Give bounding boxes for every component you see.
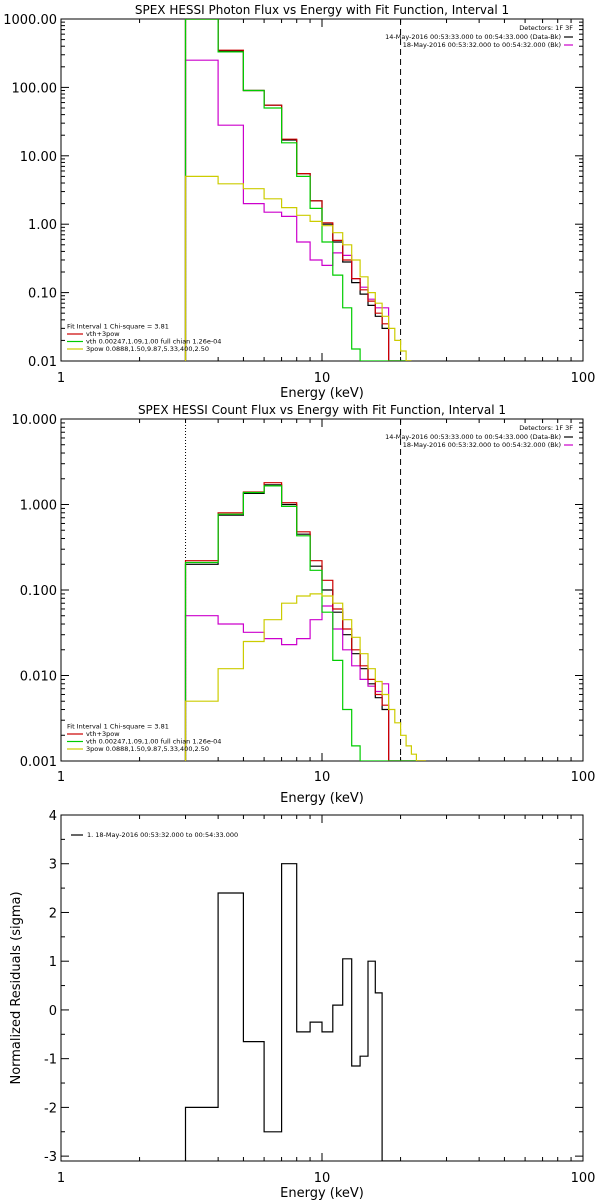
x-axis-label: Energy (keV) bbox=[280, 791, 364, 806]
legend-entry: vth+3pow bbox=[86, 330, 120, 338]
legend-detectors: Detectors: 1F 3F bbox=[519, 424, 573, 432]
y-tick-label: -3 bbox=[44, 1150, 57, 1165]
x-tick-label: 10 bbox=[314, 770, 331, 785]
chart-panel-2: SPEX HESSI Count Flux vs Energy with Fit… bbox=[12, 403, 596, 806]
series-group bbox=[184, 482, 426, 761]
x-tick-label: 1 bbox=[57, 770, 65, 785]
series-line-3 bbox=[184, 19, 412, 361]
plot-frame bbox=[60, 18, 584, 362]
series-group bbox=[184, 19, 412, 361]
legend-entry: 3pow 0.0888,1.50,9.87,5.33,400,2.50 bbox=[86, 345, 209, 353]
plot-frame bbox=[60, 814, 584, 1162]
y-tick-label: 10.00 bbox=[20, 150, 57, 165]
y-axis-label: Normalized Residuals (sigma) bbox=[9, 891, 24, 1084]
chart-panel-1: SPEX HESSI Photon Flux vs Energy with Fi… bbox=[3, 3, 595, 401]
chart-title: SPEX HESSI Photon Flux vs Energy with Fi… bbox=[135, 3, 509, 17]
x-axis-label: Energy (keV) bbox=[280, 386, 364, 401]
x-tick-label: 1 bbox=[57, 1171, 65, 1186]
x-tick-label: 100 bbox=[571, 371, 596, 386]
legend-entry: 14-May-2016 00:53:33.000 to 00:54:33.000… bbox=[385, 433, 561, 441]
legend-entry: vth 0.00247,1.09,1.00 full chian 1.26e-0… bbox=[86, 738, 221, 746]
legend-entry: 14-May-2016 00:53:33.000 to 00:54:33.000… bbox=[385, 33, 561, 41]
y-tick-label: 0.010 bbox=[20, 670, 57, 685]
x-tick-label: 100 bbox=[571, 770, 596, 785]
series-line-2 bbox=[184, 605, 426, 761]
series-line-2 bbox=[184, 59, 412, 361]
y-tick-label: 1.00 bbox=[28, 218, 57, 233]
y-tick-label: 1.000 bbox=[20, 499, 57, 514]
series-line-1 bbox=[184, 19, 412, 361]
legend-detectors: Detectors: 1F 3F bbox=[519, 24, 573, 32]
y-tick-label: 10.000 bbox=[12, 413, 58, 428]
chart-title: SPEX HESSI Count Flux vs Energy with Fit… bbox=[138, 403, 506, 417]
legend-entry: vth+3pow bbox=[86, 730, 120, 738]
legend-entry: 3pow 0.0888,1.50,9.87,5.33,400,2.50 bbox=[86, 745, 209, 753]
series-line-4 bbox=[184, 19, 412, 361]
y-tick-label: 4 bbox=[49, 809, 57, 824]
y-tick-label: 0.10 bbox=[28, 287, 57, 302]
y-tick-label: 100.00 bbox=[12, 81, 58, 96]
legend-entry: vth 0.00247,1.09,1.00 full chian 1.26e-0… bbox=[86, 338, 221, 346]
y-tick-label: 1000.00 bbox=[3, 13, 57, 28]
legend-entry: 18-May-2016 00:53:32.000 to 00:54:32.000… bbox=[403, 41, 561, 49]
y-tick-label: -1 bbox=[44, 1053, 57, 1068]
legend-header: Fit Interval 1 Chi-square = 3.81 bbox=[67, 723, 169, 731]
y-tick-label: 2 bbox=[49, 906, 57, 921]
series-line-5 bbox=[184, 593, 426, 761]
series-line-3 bbox=[184, 482, 426, 761]
y-tick-label: 1 bbox=[49, 955, 57, 970]
y-tick-label: 0.100 bbox=[20, 584, 57, 599]
legend-entry: 18-May-2016 00:53:32.000 to 00:54:32.000… bbox=[403, 441, 561, 449]
x-tick-label: 10 bbox=[314, 371, 331, 386]
series-line-5 bbox=[184, 175, 412, 361]
y-tick-label: 0.001 bbox=[20, 755, 57, 770]
x-tick-label: 100 bbox=[571, 1171, 596, 1186]
x-axis-label: Energy (keV) bbox=[280, 1186, 364, 1200]
series-group bbox=[184, 863, 401, 1161]
x-tick-label: 10 bbox=[314, 1171, 331, 1186]
y-tick-label: 0.01 bbox=[28, 355, 57, 370]
series-line-1 bbox=[184, 863, 401, 1161]
y-tick-label: 0 bbox=[49, 1004, 57, 1019]
y-tick-label: -2 bbox=[44, 1101, 57, 1116]
legend-entry: 1. 18-May-2016 00:53:32.000 to 00:54:33.… bbox=[87, 831, 238, 839]
x-tick-label: 1 bbox=[57, 371, 65, 386]
legend-header: Fit Interval 1 Chi-square = 3.81 bbox=[67, 323, 169, 331]
y-tick-label: 3 bbox=[49, 858, 57, 873]
series-line-4 bbox=[184, 485, 426, 761]
